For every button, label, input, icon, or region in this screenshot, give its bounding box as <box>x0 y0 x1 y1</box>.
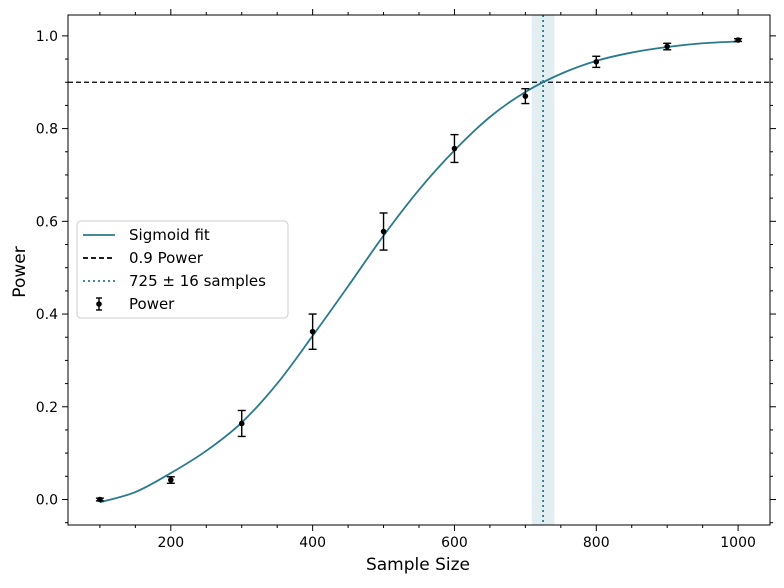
legend-item: Sigmoid fit <box>83 226 210 244</box>
power-marker <box>735 37 741 43</box>
legend-item: 0.9 Power <box>83 249 204 267</box>
sigmoid-fit-line <box>99 40 739 504</box>
x-tick-label: 400 <box>299 535 326 551</box>
power-point <box>450 133 459 164</box>
legend-item: 725 ± 16 samples <box>83 272 266 290</box>
power-point <box>734 37 743 43</box>
legend-box <box>76 220 289 319</box>
legend: Sigmoid fit 0.9 Power 725 ± 16 samples Powe… <box>76 220 289 319</box>
power-marker <box>97 496 103 503</box>
power-point <box>308 313 317 350</box>
tick-labels-layer: 200 400 600 800 1000 0.0 0.2 0.4 0.6 0.8 1.0 <box>36 29 756 551</box>
legend-marker <box>96 301 102 307</box>
y-tick-label: 0.6 <box>36 214 58 230</box>
power-point <box>166 476 175 484</box>
legend-label: 725 ± 16 samples <box>129 272 266 290</box>
power-marker <box>522 93 529 99</box>
power-marker <box>309 328 316 335</box>
legend-label: Power <box>129 295 175 313</box>
y-axis-label: Power <box>10 246 30 297</box>
y-tick-label: 0.2 <box>36 400 58 416</box>
power-point <box>237 409 246 438</box>
power-marker <box>451 145 458 152</box>
legend-label: Sigmoid fit <box>129 226 210 244</box>
reference-lines-layer <box>68 15 770 525</box>
y-tick-label: 0.4 <box>36 307 58 323</box>
y-tick-label: 1.0 <box>36 29 58 45</box>
power-marker <box>664 43 670 50</box>
legend-label: 0.9 Power <box>129 249 204 267</box>
power-marker <box>168 477 174 483</box>
x-tick-label: 1000 <box>720 535 756 551</box>
power-point <box>592 55 601 69</box>
errorbar-layer <box>95 37 743 503</box>
ticks-layer <box>62 9 776 531</box>
power-marker <box>380 228 387 235</box>
y-tick-label: 0.8 <box>36 122 58 138</box>
power-point <box>521 88 530 105</box>
power-marker <box>593 59 600 65</box>
power-point <box>95 496 104 503</box>
x-tick-label: 800 <box>583 535 610 551</box>
power-point <box>663 42 672 51</box>
y-tick-label: 0.0 <box>36 493 58 509</box>
x-tick-label: 200 <box>157 535 184 551</box>
legend-item: Power <box>96 295 175 313</box>
x-axis-label: Sample Size <box>366 555 470 575</box>
x-tick-label: 600 <box>441 535 468 551</box>
fit-layer <box>99 40 739 504</box>
power-marker <box>238 420 245 427</box>
power-point <box>379 212 388 251</box>
